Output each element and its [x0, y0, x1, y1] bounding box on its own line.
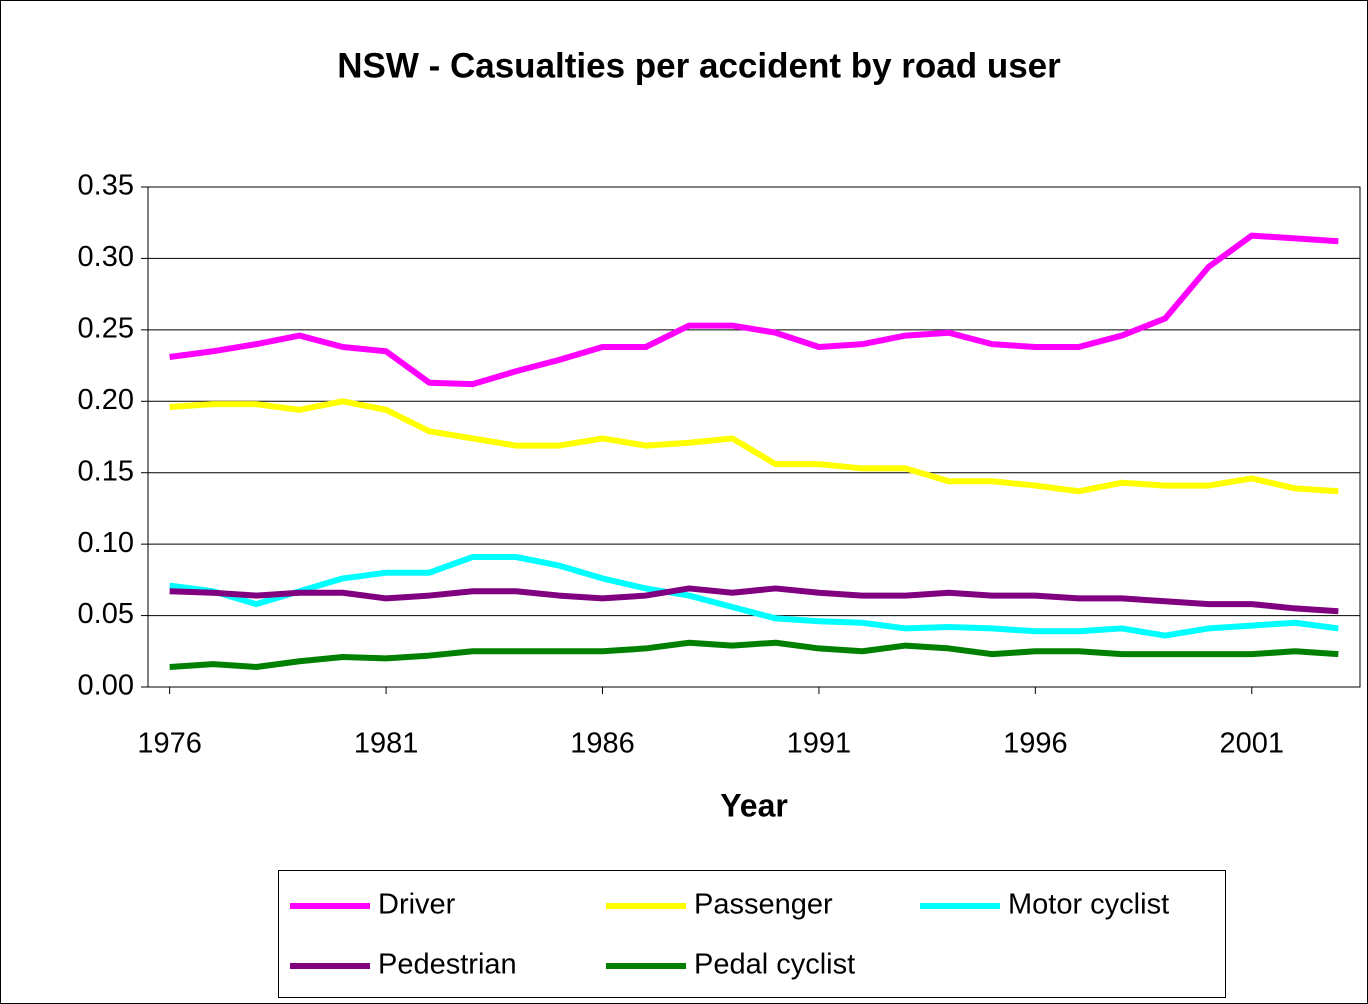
x-tick-label: 1981: [354, 728, 419, 760]
x-axis-label: Year: [720, 787, 788, 823]
x-tick-label: 2001: [1220, 728, 1285, 760]
legend-label: Driver: [378, 889, 456, 921]
legend-label: Pedestrian: [378, 949, 517, 981]
chart-title: NSW - Casualties per accident by road us…: [337, 46, 1061, 85]
y-tick-label: 0.15: [78, 455, 134, 487]
y-tick-label: 0.10: [78, 527, 134, 559]
x-tick-label: 1991: [787, 728, 852, 760]
x-tick-label: 1996: [1003, 728, 1068, 760]
y-tick-label: 0.35: [78, 170, 134, 202]
y-tick-label: 0.20: [78, 384, 134, 416]
x-tick-label: 1976: [137, 728, 202, 760]
series-line: [169, 585, 1339, 615]
y-tick-label: 0.05: [78, 598, 134, 630]
series-line: [169, 639, 1339, 670]
series-line: [169, 554, 1339, 639]
series-line: [169, 232, 1339, 388]
legend-label: Pedal cyclist: [694, 949, 855, 981]
legend-label: Motor cyclist: [1008, 889, 1169, 921]
y-tick-label: 0.25: [78, 313, 134, 345]
x-tick-label: 1986: [570, 728, 635, 760]
legend-label: Passenger: [694, 889, 833, 921]
series-line: [169, 398, 1339, 495]
y-tick-label: 0.00: [78, 670, 134, 702]
y-tick-label: 0.30: [78, 241, 134, 273]
legend: [278, 870, 1226, 998]
